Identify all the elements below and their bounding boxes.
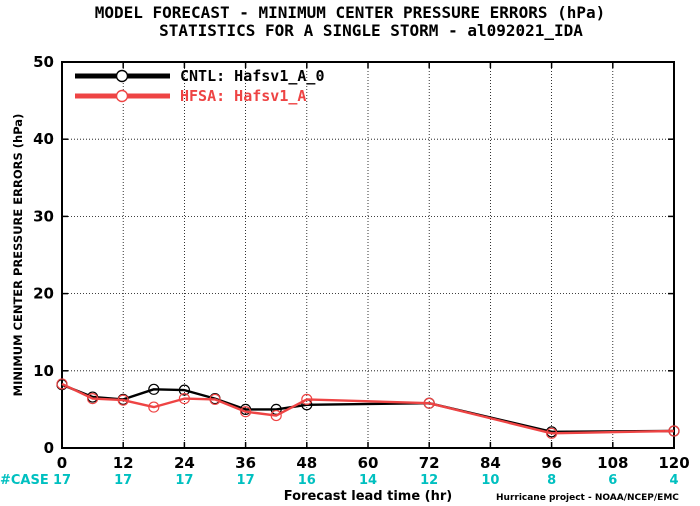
- data-point: [148, 401, 160, 413]
- data-point: [545, 427, 558, 439]
- grid-lines: [62, 62, 674, 448]
- x-tick-label: 36: [235, 454, 256, 472]
- y-tick-label: 10: [33, 362, 54, 380]
- data-point: [668, 425, 680, 437]
- x-tick-label: 60: [358, 454, 379, 472]
- legend-label: CNTL: Hafsv1_A_0: [180, 67, 325, 85]
- y-tick-label: 40: [33, 130, 54, 148]
- y-tick-label: 30: [33, 207, 54, 225]
- case-count: 16: [298, 473, 316, 488]
- x-tick-label: 96: [541, 454, 562, 472]
- case-count: 12: [420, 473, 438, 488]
- chart-title: MODEL FORECAST - MINIMUM CENTER PRESSURE…: [95, 3, 606, 22]
- x-tick-label: 84: [480, 454, 501, 472]
- data-point: [86, 392, 99, 405]
- data-point: [209, 393, 221, 405]
- y-tick-label: 20: [33, 285, 54, 303]
- series-2: [56, 378, 680, 439]
- case-count: 6: [608, 473, 617, 488]
- case-count: 14: [359, 473, 377, 488]
- data-point: [56, 378, 68, 390]
- legend-label: HFSA: Hafsv1_A: [180, 87, 306, 105]
- case-count: 10: [481, 473, 499, 488]
- x-tick-label: 12: [113, 454, 134, 472]
- legend-marker: [115, 89, 129, 103]
- axis-ticks: 0 12 24 36 48 60 72 84 96 108 120 0 10 20 30 40 50: [33, 53, 690, 472]
- case-count: 17: [114, 473, 132, 488]
- data-point: [117, 394, 129, 406]
- data-point: [148, 383, 160, 395]
- y-axis-label: MINIMUM CENTER PRESSURE ERRORS (hPa): [11, 114, 25, 397]
- legend-marker: [115, 69, 129, 83]
- data-point: [178, 392, 190, 405]
- y-tick-label: 0: [44, 439, 54, 457]
- legend: CNTL: Hafsv1_A_0 HFSA: Hafsv1_A: [75, 67, 325, 105]
- x-tick-label: 24: [174, 454, 195, 472]
- data-point: [178, 384, 190, 396]
- chart-subtitle: STATISTICS FOR A SINGLE STORM - al092021…: [159, 21, 583, 40]
- series-group: [56, 378, 680, 439]
- case-count: 17: [175, 473, 193, 488]
- y-tick-label: 50: [33, 53, 54, 71]
- case-label: #CASE: [0, 473, 49, 488]
- x-tick-label: 108: [597, 454, 628, 472]
- data-point: [423, 397, 435, 409]
- case-counts: 17 17 17 17 16 14 12 10 8 6 4: [53, 473, 679, 488]
- data-point: [270, 409, 282, 422]
- x-axis-label: Forecast lead time (hr): [284, 489, 452, 504]
- credit-text: Hurricane project - NOAA/NCEP/EMC: [496, 493, 679, 503]
- x-tick-label: 48: [296, 454, 317, 472]
- case-count: 17: [53, 473, 71, 488]
- case-count: 17: [237, 473, 255, 488]
- x-tick-label: 0: [57, 454, 67, 472]
- x-tick-label: 120: [658, 454, 689, 472]
- data-point: [240, 406, 252, 418]
- case-count: 8: [547, 473, 556, 488]
- case-count: 4: [669, 473, 678, 488]
- x-tick-label: 72: [419, 454, 440, 472]
- data-point: [301, 393, 313, 405]
